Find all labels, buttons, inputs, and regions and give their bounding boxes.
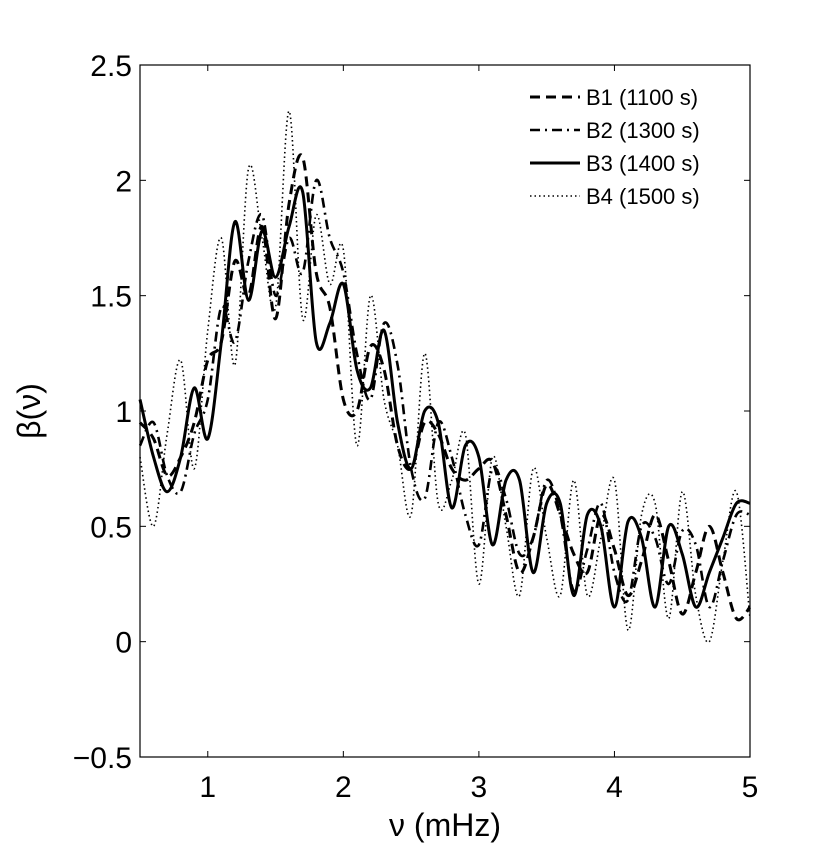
series-line-1 [138,153,752,622]
y-tick-label: 0.5 [90,511,132,544]
x-tick-label: 2 [335,771,352,804]
y-axis-label: β(ν) [11,383,47,439]
y-tick-label: 2.5 [90,50,132,83]
series-line-2 [138,178,751,609]
legend-label-4: B4 (1500 s) [586,184,700,209]
y-tick-label: 2 [115,165,132,198]
legend: B1 (1100 s) B2 (1300 s) B3 (1400 s) B4 (150… [530,85,700,209]
x-tick-label: 4 [606,771,623,804]
y-tick-label: 1 [115,396,132,429]
x-axis-label: ν (mHz) [389,807,501,843]
axis-ticks [140,64,751,758]
axis-tick-labels: 1 2 3 4 5 −0.5 0 0.5 1 1.5 2 2.5 [73,50,759,804]
series-line-3 [138,185,751,609]
legend-label-3: B3 (1400 s) [586,151,700,176]
y-tick-label: −0.5 [73,742,132,775]
x-tick-label: 5 [742,771,759,804]
series-lines [138,110,752,644]
x-tick-label: 1 [199,771,216,804]
x-tick-label: 3 [471,771,488,804]
legend-label-1: B1 (1100 s) [586,85,698,110]
y-tick-label: 1.5 [90,281,132,314]
y-tick-label: 0 [115,627,132,660]
legend-label-2: B2 (1300 s) [586,118,700,143]
